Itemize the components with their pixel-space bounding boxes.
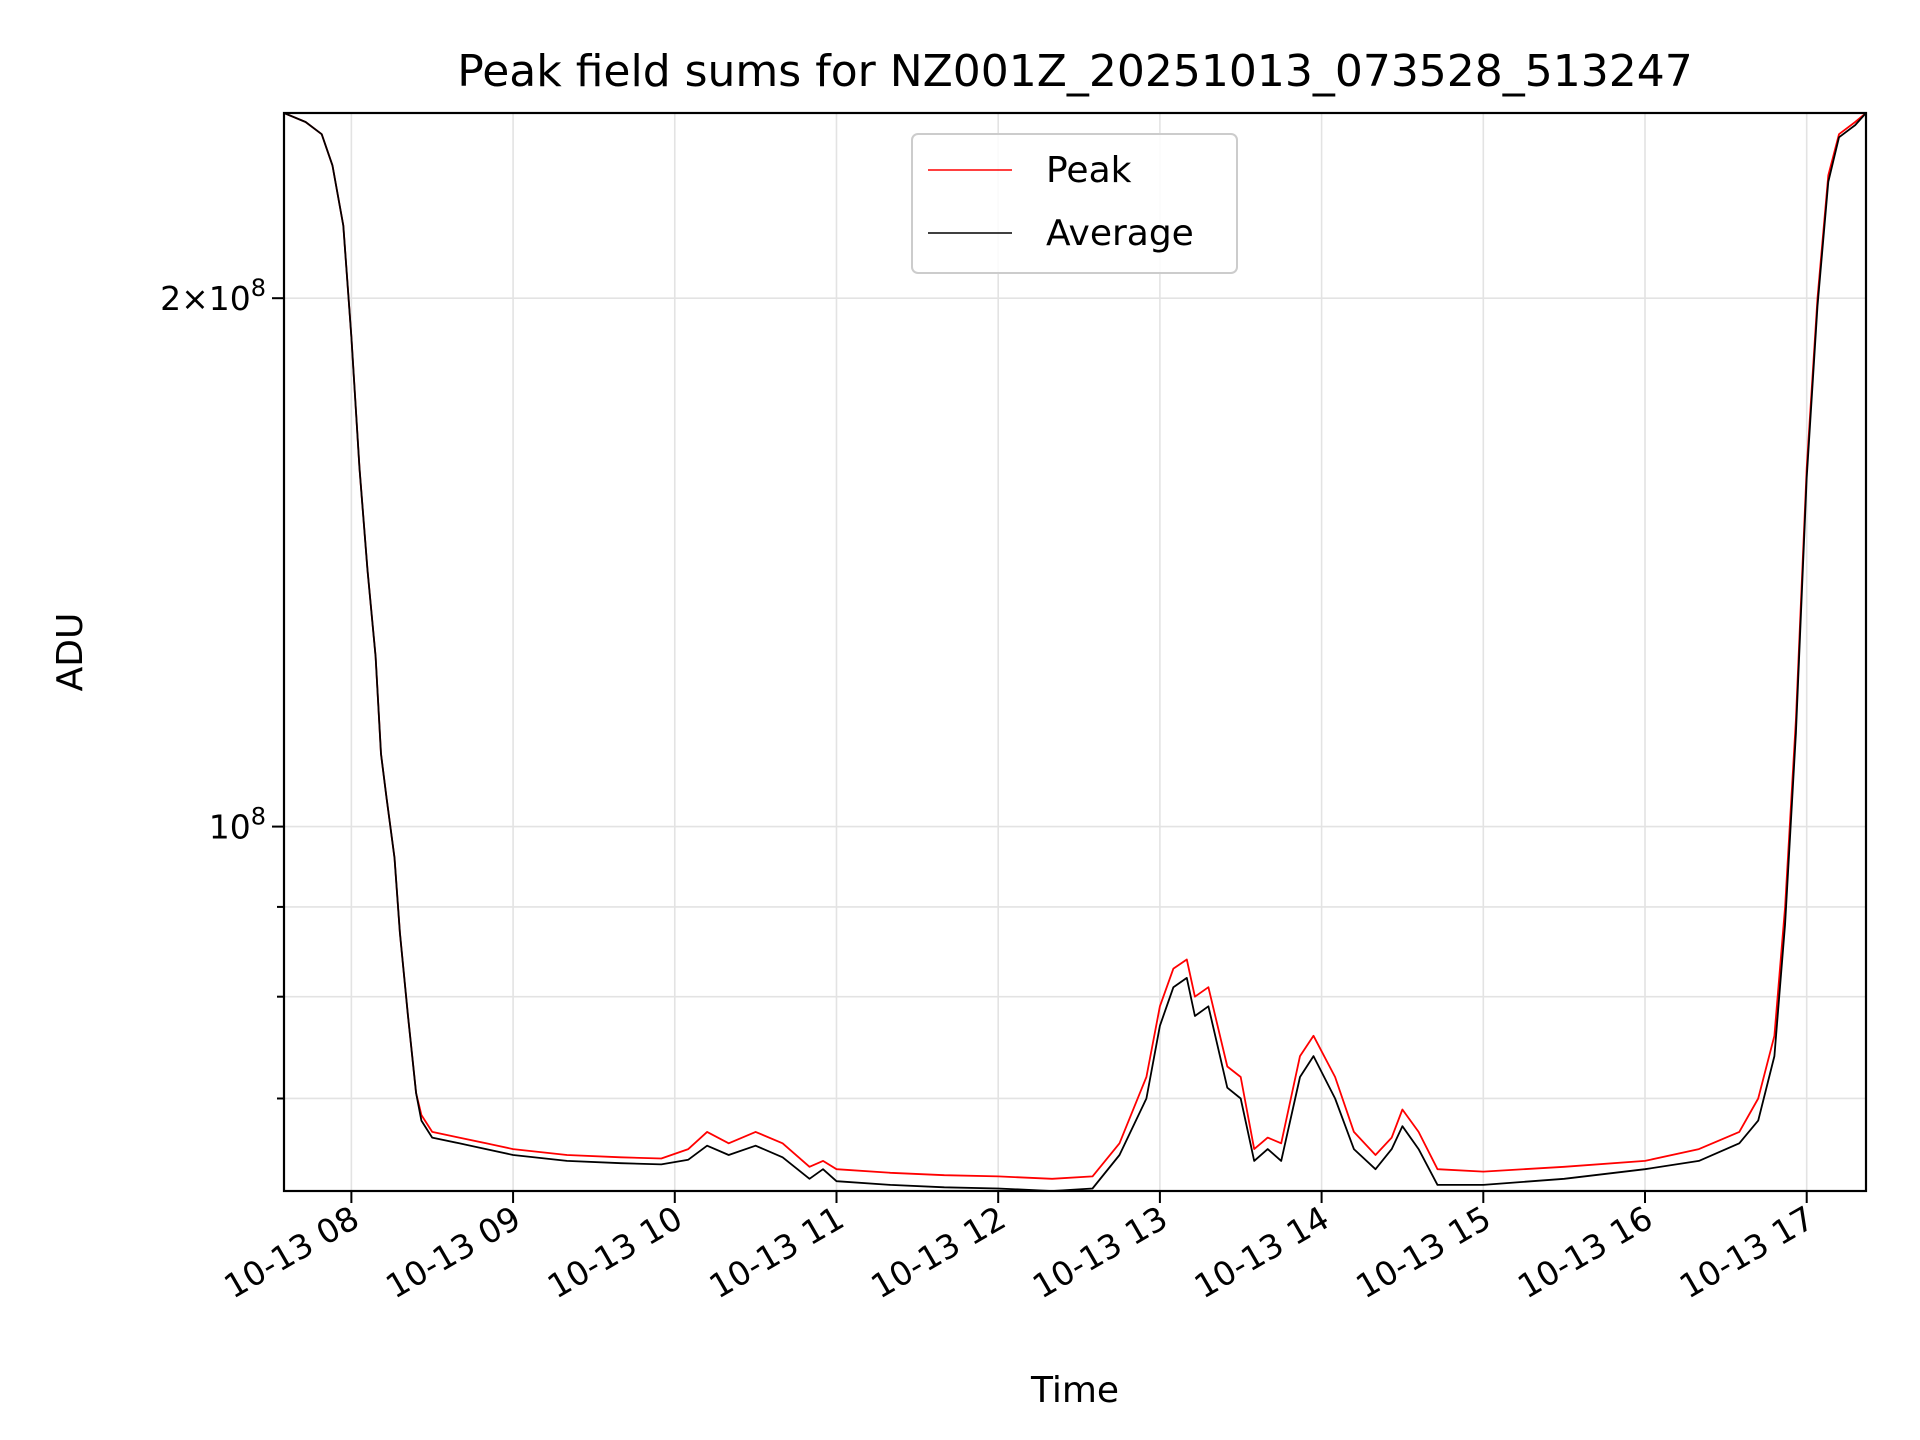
- x-tick-label: 10-13 09: [379, 1198, 527, 1306]
- chart-title: Peak field sums for NZ001Z_20251013_0735…: [457, 46, 1693, 97]
- legend: Peak Average: [911, 133, 1238, 274]
- x-tick-label: 10-13 15: [1349, 1198, 1497, 1306]
- x-tick-label: 10-13 10: [541, 1198, 689, 1306]
- x-tick-label: 10-13 11: [702, 1198, 850, 1306]
- plot-frame: [282, 111, 1868, 1193]
- y-axis-label: ADU: [50, 613, 91, 692]
- x-axis: 10-13 08 10-13 09 10-13 10 10-13 11 10-13 12…: [217, 1191, 1821, 1306]
- legend-label-peak: Peak: [1046, 150, 1132, 191]
- legend-box: [911, 133, 1238, 274]
- x-axis-label: Time: [1030, 1370, 1119, 1411]
- grid: [284, 113, 1866, 1191]
- x-tick-label: 10-13 13: [1026, 1198, 1174, 1306]
- y-axis: 108 2×108: [160, 274, 284, 1100]
- x-tick-label: 10-13 16: [1511, 1198, 1659, 1306]
- y-tick-label: 108: [209, 803, 266, 847]
- plot-background: [284, 113, 1866, 1191]
- x-tick-label: 10-13 14: [1188, 1198, 1336, 1306]
- x-tick-label: 10-13 12: [864, 1198, 1012, 1306]
- y-tick-label: 2×108: [160, 274, 266, 318]
- x-tick-label: 10-13 17: [1673, 1198, 1821, 1306]
- series-line-average: [284, 113, 1866, 1191]
- x-tick-label: 10-13 08: [217, 1198, 365, 1306]
- series-layer: [284, 113, 1866, 1191]
- legend-label-average: Average: [1046, 213, 1194, 254]
